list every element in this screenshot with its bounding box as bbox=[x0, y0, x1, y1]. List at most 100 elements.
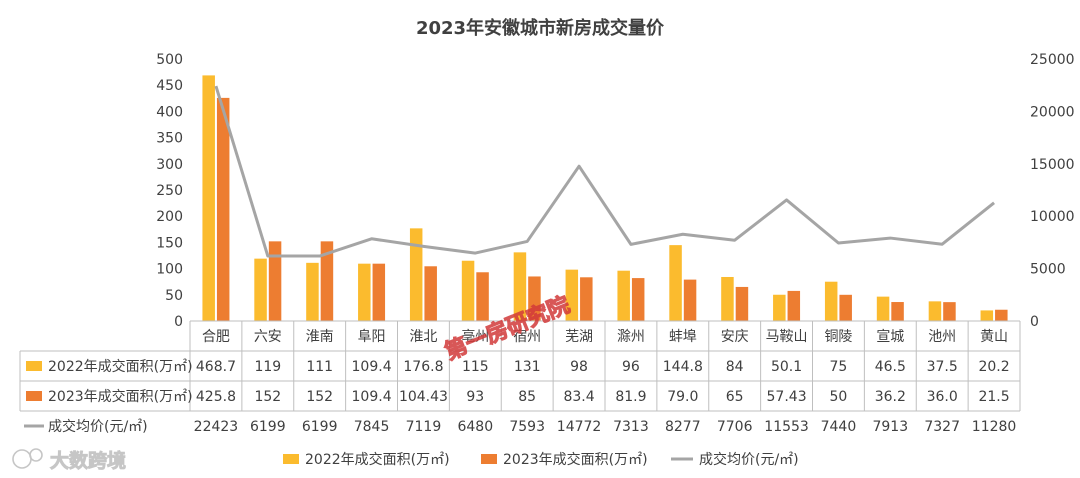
table-cell-value: 84 bbox=[726, 359, 744, 375]
y-right-tick-label: 15000 bbox=[1030, 157, 1075, 173]
table-cell-value: 96 bbox=[622, 359, 640, 375]
category-label: 合肥 bbox=[202, 329, 230, 345]
legend-key-swatch bbox=[481, 454, 497, 464]
table-cell-value: 152 bbox=[306, 389, 333, 405]
bar-2023 bbox=[735, 286, 749, 321]
table-cell-value: 11553 bbox=[764, 419, 809, 435]
bar-2023 bbox=[476, 272, 489, 321]
table-cell-value: 85 bbox=[518, 389, 536, 405]
bar-2022 bbox=[773, 294, 786, 321]
bar-2023 bbox=[891, 302, 904, 321]
table-series-name: 2023年成交面积(万㎡) bbox=[48, 388, 193, 405]
bar-2023 bbox=[424, 266, 437, 321]
bar-2022 bbox=[409, 228, 423, 321]
bar-2023 bbox=[268, 241, 282, 321]
category-label: 滁州 bbox=[617, 329, 645, 345]
table-cell-value: 21.5 bbox=[978, 389, 1009, 405]
category-label: 宣城 bbox=[876, 329, 904, 345]
category-label: 淮南 bbox=[306, 329, 334, 345]
bar-2022 bbox=[669, 245, 682, 321]
bar-2023 bbox=[943, 302, 956, 321]
table-cell-value: 98 bbox=[570, 359, 588, 375]
table-cell-value: 81.9 bbox=[615, 389, 646, 405]
table-cell-value: 7913 bbox=[872, 419, 908, 435]
table-cell-value: 468.7 bbox=[196, 359, 236, 375]
y-left-tick-label: 50 bbox=[165, 288, 183, 304]
table-cell-value: 20.2 bbox=[978, 359, 1009, 375]
bar-2023 bbox=[528, 276, 541, 321]
data-table: 合肥 六安 淮南 阜阳 淮北 亳州 宿州 芜湖 滁州 蚌埠 安庆 马鞍山 铜陵 宣城 池州 黄山 2022年成交… bbox=[19, 320, 1021, 435]
legend: 2022年成交面积(万㎡) 2023年成交面积(万㎡) 成交均价(元/㎡) bbox=[283, 451, 799, 468]
category-label: 亳州 bbox=[461, 328, 489, 345]
bar-2022 bbox=[617, 270, 630, 321]
y-left-tick-label: 400 bbox=[156, 104, 183, 120]
bar-2023 bbox=[995, 309, 1008, 321]
table-cell-value: 119 bbox=[254, 359, 281, 375]
y-left-tick-label: 500 bbox=[156, 52, 183, 68]
bar-2022 bbox=[980, 310, 994, 321]
table-cell-value: 65 bbox=[726, 389, 744, 405]
table-cell-value: 57.43 bbox=[767, 389, 807, 405]
table-cell-value: 176.8 bbox=[403, 359, 443, 375]
legend-label: 2022年成交面积(万㎡) bbox=[305, 451, 450, 468]
table-cell-value: 14772 bbox=[557, 419, 602, 435]
table-cell-value: 36.0 bbox=[927, 389, 958, 405]
category-label: 六安 bbox=[254, 329, 282, 345]
table-cell-value: 6199 bbox=[302, 419, 338, 435]
table-cell-value: 425.8 bbox=[196, 389, 236, 405]
bar-2023 bbox=[839, 294, 852, 321]
bars bbox=[202, 75, 1008, 321]
bar-2022 bbox=[461, 260, 475, 321]
y-right-tick-label: 0 bbox=[1030, 314, 1039, 330]
y-right-tick-label: 10000 bbox=[1030, 209, 1075, 225]
category-label: 淮北 bbox=[409, 329, 437, 345]
table-cell-value: 104.43 bbox=[399, 389, 448, 405]
bar-2023 bbox=[631, 278, 645, 321]
table-cell-value: 7593 bbox=[509, 419, 545, 435]
y-right-tick-label: 5000 bbox=[1030, 262, 1066, 278]
table-cell-value: 109.4 bbox=[352, 359, 392, 375]
table-cell-value: 131 bbox=[514, 359, 541, 375]
category-label: 阜阳 bbox=[358, 328, 386, 345]
bar-2022 bbox=[513, 252, 527, 321]
table-cell-value: 6480 bbox=[457, 419, 493, 435]
table-cell-value: 7313 bbox=[613, 419, 649, 435]
price-line-path bbox=[214, 85, 995, 258]
table-cell-value: 83.4 bbox=[563, 389, 594, 405]
logo-text: 大数跨境 bbox=[50, 449, 126, 472]
bar-2022 bbox=[358, 263, 371, 321]
y-left-tick-label: 200 bbox=[156, 209, 183, 225]
logo-icon bbox=[12, 448, 43, 469]
y-left-tick-label: 450 bbox=[156, 78, 183, 94]
table-cell-value: 36.2 bbox=[875, 389, 906, 405]
y-left-tick-label: 100 bbox=[156, 262, 183, 278]
table-cell-value: 8277 bbox=[665, 419, 701, 435]
table-cell-value: 109.4 bbox=[352, 389, 392, 405]
table-cell-value: 115 bbox=[462, 359, 489, 375]
y-left-tick-label: 300 bbox=[156, 157, 183, 173]
table-cell-value: 37.5 bbox=[927, 359, 958, 375]
y-left-tick-label: 0 bbox=[174, 314, 183, 330]
legend-label: 成交均价(元/㎡) bbox=[699, 451, 799, 468]
table-key-swatch bbox=[26, 361, 42, 371]
category-label: 池州 bbox=[928, 329, 956, 345]
table-cell-value: 144.8 bbox=[663, 359, 703, 375]
legend-key-swatch bbox=[283, 454, 299, 464]
table-cell-value: 50.1 bbox=[771, 359, 802, 375]
y-left-tick-label: 350 bbox=[156, 131, 183, 147]
table-cell-value: 7327 bbox=[924, 419, 960, 435]
table-cell-value: 22423 bbox=[194, 419, 239, 435]
table-series-name: 2022年成交面积(万㎡) bbox=[48, 358, 193, 375]
bar-2022 bbox=[876, 296, 890, 321]
bar-2022 bbox=[928, 301, 942, 321]
bar-2022 bbox=[721, 276, 734, 321]
table-cell-value: 7706 bbox=[717, 419, 753, 435]
bar-2023 bbox=[372, 263, 386, 321]
table-cell-value: 75 bbox=[830, 359, 848, 375]
category-label: 马鞍山 bbox=[766, 329, 808, 345]
bar-2023 bbox=[320, 241, 334, 321]
table-cell-value: 7845 bbox=[354, 419, 390, 435]
table-cell-value: 7440 bbox=[821, 419, 857, 435]
table-cell-value: 93 bbox=[466, 389, 484, 405]
